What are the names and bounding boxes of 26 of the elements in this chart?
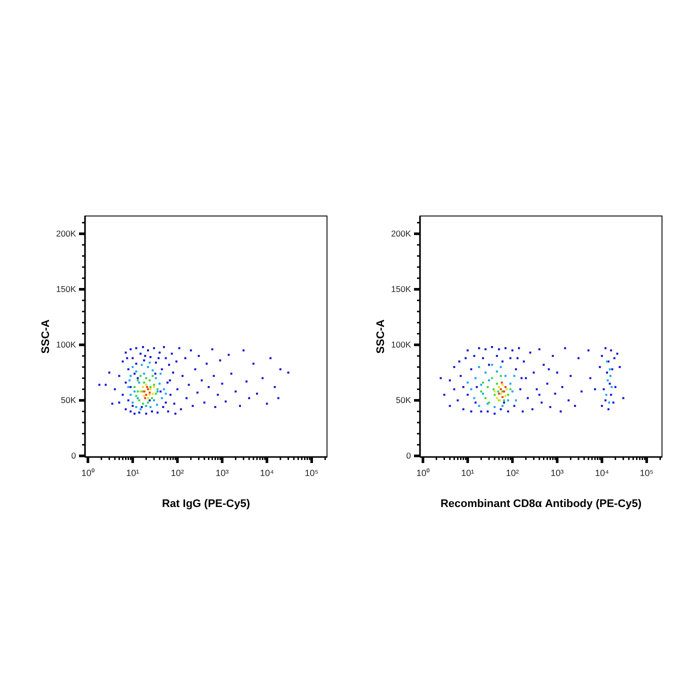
- y-tick-label: 150K: [56, 284, 76, 294]
- y-tick-label: 0: [406, 450, 412, 461]
- x-tick-label: 10¹: [126, 468, 140, 478]
- y-tick-label: 0: [71, 450, 76, 461]
- x-tick-label: 10²: [170, 468, 184, 478]
- x-tick-label: 10¹: [461, 468, 474, 478]
- x-tick-label: 10⁵: [304, 468, 319, 478]
- x-tick-label: 10³: [216, 468, 229, 478]
- y-tick-label: 200K: [391, 228, 412, 239]
- x-tick-label: 10³: [550, 468, 564, 478]
- x-axis-title: Rat IgG (PE-Cy5): [162, 498, 250, 510]
- y-tick-label: 150K: [391, 284, 412, 294]
- y-axis-title: SSC-A: [40, 319, 52, 354]
- y-tick-label: 50K: [60, 395, 76, 406]
- y-axis-title: SSC-A: [375, 319, 387, 354]
- x-tick-label: 10⁴: [260, 468, 274, 478]
- x-tick-label: 10⁰: [416, 468, 430, 478]
- y-tick-label: 200K: [56, 228, 76, 239]
- x-tick-label: 10⁵: [640, 468, 654, 478]
- x-axis-title: Recombinant CD8α Antibody (PE-Cy5): [440, 498, 642, 510]
- y-tick-label: 100K: [391, 340, 412, 350]
- x-tick-label: 10⁰: [81, 468, 94, 478]
- x-tick-label: 10⁴: [594, 468, 609, 478]
- y-tick-label: 100K: [56, 340, 76, 350]
- x-tick-label: 10²: [506, 468, 519, 478]
- y-tick-label: 50K: [396, 395, 412, 406]
